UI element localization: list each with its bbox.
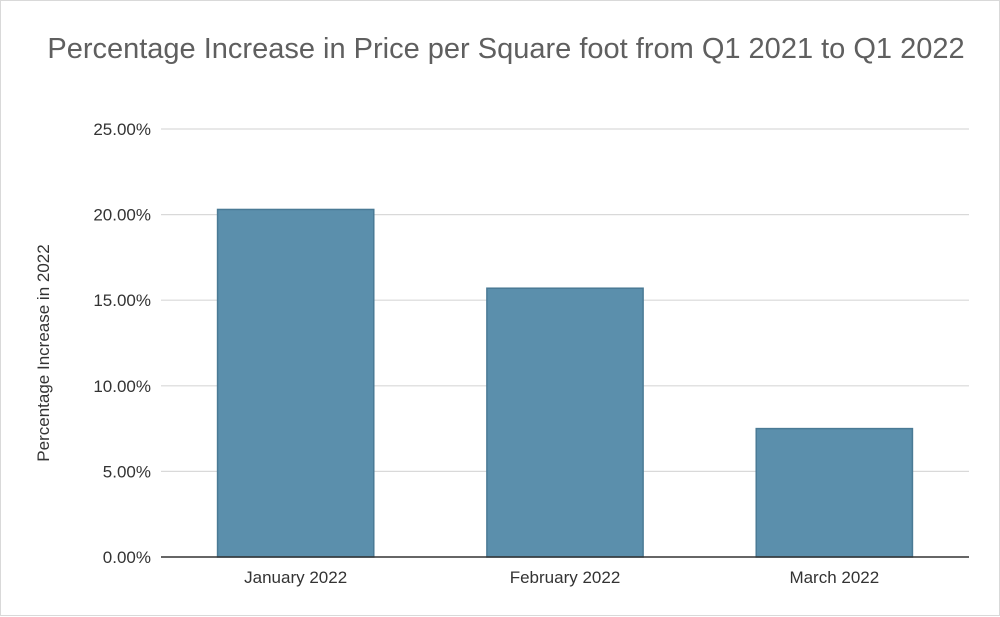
x-tick-label: February 2022 [510, 568, 621, 587]
bar [486, 287, 644, 558]
bar [755, 427, 914, 558]
y-tick-label: 10.00% [93, 377, 151, 396]
y-tick-label: 20.00% [93, 206, 151, 225]
chart-title: Percentage Increase in Price per Square … [47, 33, 965, 65]
x-tick-label: January 2022 [244, 568, 347, 587]
y-tick-label: 5.00% [103, 462, 151, 481]
y-tick-label: 25.00% [93, 120, 151, 139]
y-tick-label: 15.00% [93, 291, 151, 310]
bar [216, 208, 375, 558]
x-tick-label: March 2022 [789, 568, 879, 587]
y-tick-label: 0.00% [103, 548, 151, 567]
